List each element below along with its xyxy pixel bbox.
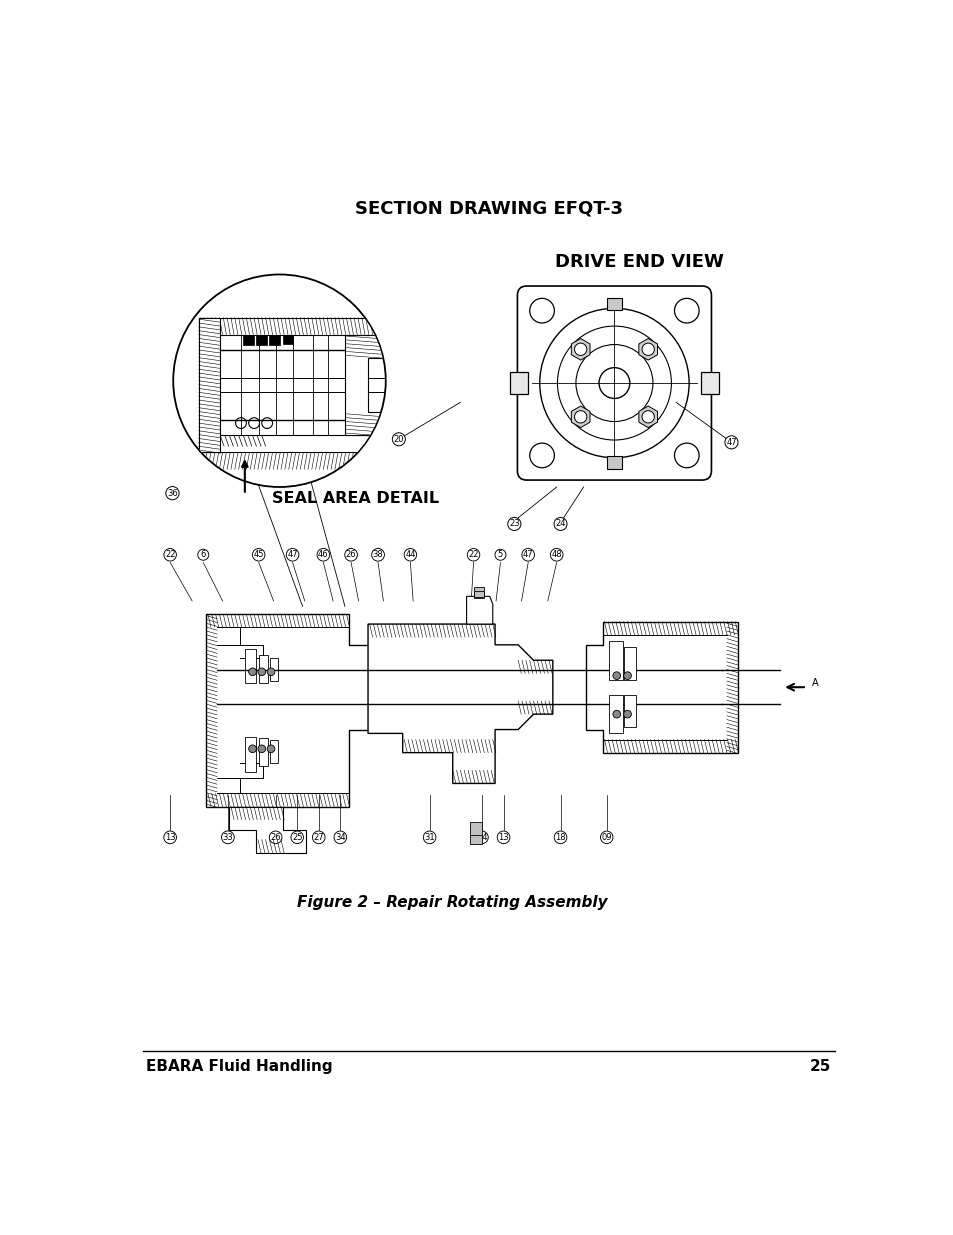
Text: 36: 36 [167, 489, 177, 498]
Text: 26: 26 [345, 551, 356, 559]
Text: 27: 27 [314, 832, 324, 842]
Bar [608, 641, 622, 679]
Circle shape [641, 343, 654, 356]
Polygon shape [585, 621, 737, 752]
Circle shape [623, 672, 631, 679]
Text: 38: 38 [373, 551, 383, 559]
Polygon shape [345, 335, 387, 436]
Text: 13: 13 [165, 832, 175, 842]
Text: EBARA Fluid Handling: EBARA Fluid Handling [146, 1058, 333, 1073]
Bar [606, 298, 621, 310]
Bar [608, 695, 622, 734]
Circle shape [574, 343, 586, 356]
Bar [198, 317, 387, 335]
Circle shape [674, 299, 699, 324]
Text: 34: 34 [335, 832, 345, 842]
Polygon shape [639, 338, 657, 361]
Text: 46: 46 [317, 551, 329, 559]
Bar [270, 740, 277, 763]
Circle shape [529, 443, 554, 468]
Text: A: A [811, 678, 818, 688]
Circle shape [612, 710, 620, 718]
Bar [270, 658, 277, 680]
Bar [198, 317, 220, 452]
Text: 14: 14 [476, 832, 487, 842]
Bar [474, 592, 483, 597]
Polygon shape [368, 624, 552, 783]
Text: 44: 44 [405, 551, 416, 559]
Circle shape [257, 745, 265, 752]
Bar [509, 372, 528, 394]
Text: 22: 22 [468, 551, 478, 559]
Polygon shape [466, 597, 493, 624]
Polygon shape [639, 406, 657, 427]
Circle shape [173, 274, 385, 487]
Bar [606, 456, 621, 468]
Text: 47: 47 [522, 551, 533, 559]
Text: 25: 25 [809, 1058, 831, 1073]
Circle shape [257, 668, 265, 676]
Bar [245, 648, 256, 683]
Text: 25: 25 [292, 832, 302, 842]
Circle shape [249, 745, 256, 752]
Bar [283, 335, 293, 343]
Bar [258, 655, 268, 683]
Bar [474, 587, 483, 598]
Text: 33: 33 [222, 832, 233, 842]
Polygon shape [229, 806, 306, 852]
Text: SECTION DRAWING EFQT-3: SECTION DRAWING EFQT-3 [355, 199, 622, 217]
Text: 20: 20 [394, 435, 404, 443]
Circle shape [267, 745, 274, 752]
Circle shape [612, 672, 620, 679]
Text: 48: 48 [551, 551, 561, 559]
Circle shape [574, 411, 586, 422]
Circle shape [674, 443, 699, 468]
Circle shape [529, 299, 554, 324]
Bar [624, 647, 636, 679]
Text: 47: 47 [287, 551, 297, 559]
Bar [243, 335, 253, 346]
Bar [245, 737, 256, 772]
Bar [700, 372, 719, 394]
Polygon shape [571, 338, 589, 361]
Bar [269, 335, 280, 346]
Circle shape [641, 411, 654, 422]
Circle shape [267, 668, 274, 676]
Text: 24: 24 [555, 520, 565, 529]
Text: 09: 09 [600, 832, 611, 842]
Polygon shape [571, 406, 589, 427]
Text: 31: 31 [424, 832, 435, 842]
Text: 5: 5 [497, 551, 502, 559]
Polygon shape [206, 614, 372, 806]
Text: DRIVE END VIEW: DRIVE END VIEW [554, 253, 722, 272]
Text: 18: 18 [555, 832, 565, 842]
Text: 13: 13 [497, 832, 508, 842]
Bar [258, 739, 268, 766]
Text: SEAL AREA DETAIL: SEAL AREA DETAIL [272, 492, 438, 506]
Circle shape [623, 710, 631, 718]
Bar [469, 835, 481, 845]
Text: 47: 47 [725, 438, 736, 447]
Bar [624, 695, 636, 727]
Bar [198, 436, 387, 452]
Text: 26: 26 [270, 832, 280, 842]
FancyBboxPatch shape [517, 287, 711, 480]
Bar [256, 335, 267, 346]
Text: Figure 2 – Repair Rotating Assembly: Figure 2 – Repair Rotating Assembly [297, 895, 607, 910]
Text: 45: 45 [253, 551, 264, 559]
Circle shape [249, 668, 256, 676]
Text: 23: 23 [509, 520, 519, 529]
Bar [469, 823, 481, 837]
Text: 6: 6 [200, 551, 206, 559]
Text: 22: 22 [165, 551, 175, 559]
